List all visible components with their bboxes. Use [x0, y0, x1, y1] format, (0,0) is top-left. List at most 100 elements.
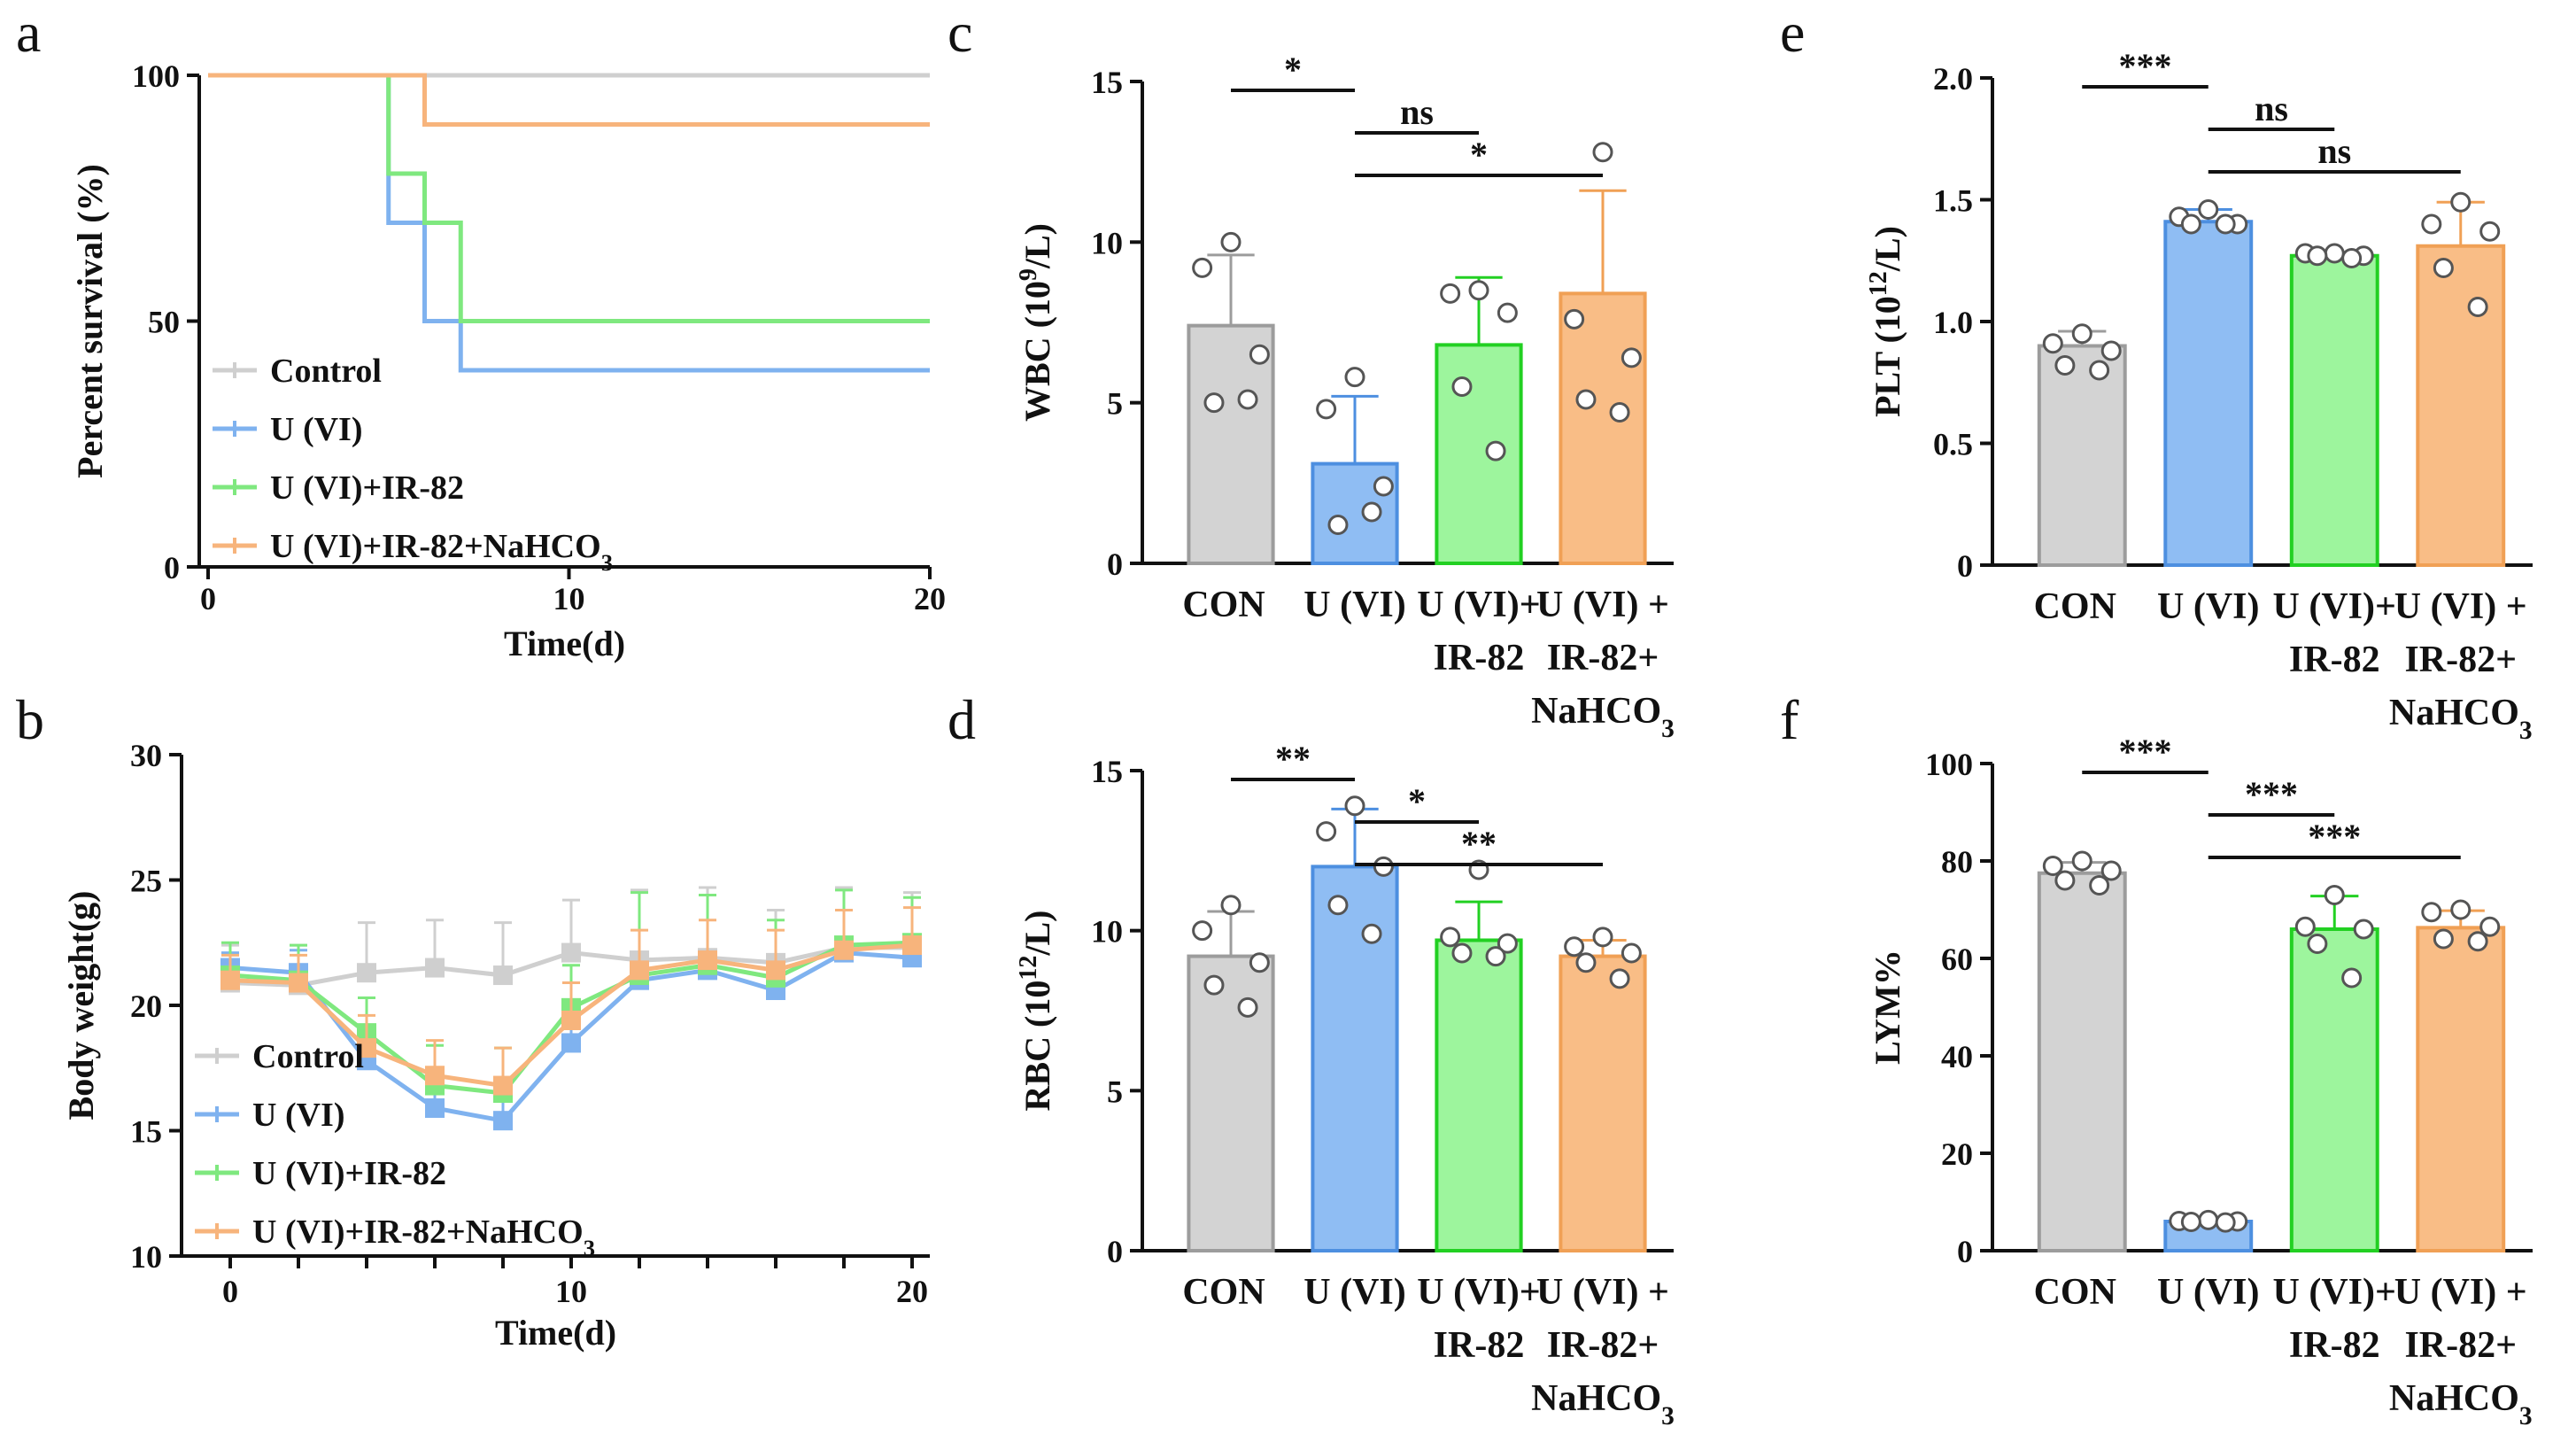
data-point	[1316, 821, 1337, 842]
data-point	[1485, 946, 1506, 967]
bar-0	[2037, 344, 2127, 567]
category-label-2: U (VI)+	[2273, 586, 2396, 627]
category-label-3: U (VI) +	[2394, 1272, 2527, 1313]
data-point	[2433, 928, 2454, 950]
x-tick-label: 0	[222, 1274, 238, 1309]
category-label-3: IR-82+	[2404, 640, 2517, 680]
x-tick-label: 10	[553, 581, 585, 616]
data-point	[2198, 1209, 2219, 1230]
data-point	[1220, 231, 1242, 252]
y-tick-label: 5	[1107, 386, 1123, 422]
bar-1	[2163, 220, 2254, 567]
y-axis-label: WBC (109/L)	[1015, 223, 1058, 422]
significance-label: *	[1408, 781, 1426, 821]
data-point	[357, 963, 376, 983]
y-tick-label: 0	[1957, 1234, 1973, 1269]
data-point	[1203, 392, 1225, 414]
data-point	[2353, 919, 2374, 940]
panel-f-lym-chart: 0 20 40 60 80 100 LYM% CON U (VI) U (VI)+ IR-82 U (…	[1868, 732, 2533, 1431]
data-point	[2307, 245, 2328, 267]
data-point	[493, 1111, 513, 1131]
y-tick-label: 100	[1925, 747, 1973, 782]
y-tick-label: 10	[1091, 225, 1123, 260]
data-point	[1621, 347, 1642, 368]
data-point	[902, 935, 922, 956]
significance-label: ns	[2255, 89, 2288, 128]
bar-2	[1435, 938, 1523, 1253]
panel-e-plt-chart: 0 0.5 1.0 1.5 2.0 PLT (1012/L) CON U (VI) U (VI)…	[1865, 46, 2533, 745]
significance-label: **	[1275, 739, 1311, 779]
data-point	[2042, 856, 2063, 876]
x-tick-label: 20	[896, 1274, 928, 1309]
data-point	[1344, 367, 1365, 388]
data-point	[561, 1033, 581, 1053]
data-point	[2479, 221, 2501, 242]
y-tick-label: 15	[1091, 754, 1123, 789]
category-label-3: U (VI) +	[1536, 1272, 1669, 1313]
category-label-3: IR-82+	[1547, 1325, 1659, 1366]
category-label-2: U (VI)+	[1417, 1272, 1540, 1313]
panel-letter-c: c	[948, 1, 972, 64]
category-label-3: IR-82+	[2404, 1325, 2517, 1366]
category-label-1: U (VI)	[2157, 586, 2259, 627]
data-point	[2042, 333, 2063, 354]
panel-letter-a: a	[16, 1, 41, 64]
data-point	[1373, 476, 1394, 497]
significance-label: ***	[2119, 46, 2172, 86]
bar-3	[2416, 926, 2506, 1252]
data-point	[2421, 213, 2442, 235]
panel-letter-e: e	[1780, 1, 1805, 64]
data-point	[698, 950, 717, 971]
data-point	[1192, 920, 1213, 942]
category-label-2: U (VI)+	[2273, 1272, 2396, 1313]
data-point	[2467, 931, 2488, 952]
significance-label: **	[1461, 824, 1497, 864]
category-label-1: U (VI)	[2157, 1272, 2259, 1313]
data-point	[2089, 875, 2110, 896]
y-tick-label: 15	[1091, 65, 1123, 100]
y-tick-label: 20	[130, 989, 162, 1024]
data-point	[1592, 142, 1613, 163]
data-point	[1440, 927, 1461, 948]
bar-1	[1311, 865, 1399, 1253]
data-point	[630, 960, 649, 981]
survival-line-1	[208, 73, 930, 373]
data-point	[834, 940, 854, 960]
data-point	[1440, 283, 1461, 304]
data-point	[2324, 885, 2345, 905]
y-tick-label: 0	[1957, 548, 1973, 584]
bar-0	[1187, 954, 1275, 1253]
y-axis-label: LYM%	[1868, 950, 1907, 1065]
data-point	[289, 973, 308, 993]
significance-label: ***	[2245, 774, 2298, 814]
y-tick-label: 1.5	[1933, 183, 1973, 219]
category-label-2: U (VI)+	[1417, 585, 1540, 625]
data-point	[1575, 952, 1597, 973]
panel-letter-b: b	[16, 688, 44, 751]
category-label-3: NaHCO3	[1531, 1378, 1675, 1431]
y-tick-label: 10	[1091, 914, 1123, 950]
data-point	[2421, 902, 2442, 923]
y-tick-label: 25	[130, 864, 162, 899]
data-point	[1237, 996, 1258, 1018]
data-point	[1468, 280, 1489, 301]
data-point	[2180, 213, 2201, 235]
category-label-3: NaHCO3	[2389, 1378, 2533, 1431]
data-point	[2071, 850, 2093, 872]
y-axis-label: Percent survival (%)	[70, 164, 110, 478]
y-tick-label: 5	[1107, 1074, 1123, 1109]
significance-label: ***	[2119, 732, 2172, 772]
category-label-1: U (VI)	[1303, 585, 1405, 625]
data-point	[2054, 355, 2076, 376]
y-tick-label: 60	[1941, 942, 1973, 977]
category-label-3: NaHCO3	[2389, 693, 2533, 745]
data-point	[2054, 870, 2076, 891]
category-label-3: U (VI) +	[1536, 585, 1669, 625]
bar-2	[2289, 253, 2379, 567]
data-point	[1609, 968, 1630, 989]
data-point	[1192, 257, 1213, 278]
survival-line-2	[208, 73, 930, 323]
x-axis-label: Time(d)	[495, 1313, 616, 1353]
bar-0	[2037, 871, 2127, 1252]
